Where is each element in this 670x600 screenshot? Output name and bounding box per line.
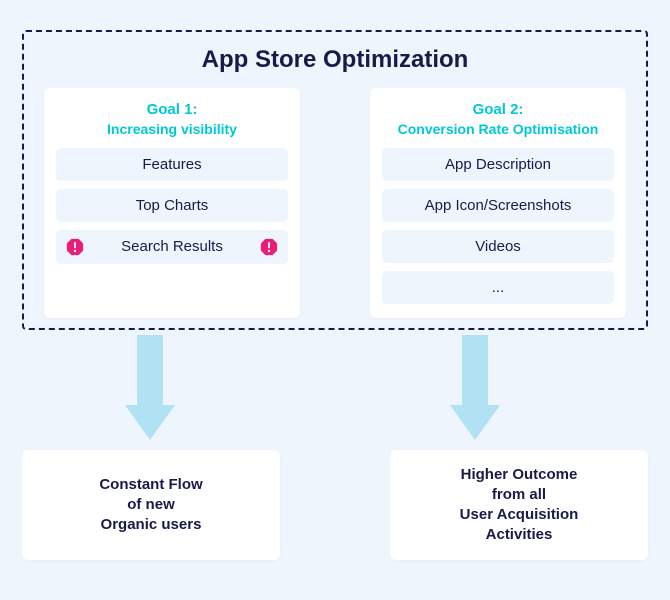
list-item: Features <box>56 148 288 181</box>
main-title: App Store Optimization <box>44 46 626 74</box>
outcome-card-2: Higher Outcome from all User Acquisition… <box>390 450 648 560</box>
item-text: Videos <box>392 238 604 255</box>
outcomes-row: Constant Flow of new Organic users Highe… <box>22 450 648 560</box>
goal-card-2: Goal 2: Conversion Rate Optimisation App… <box>370 88 626 318</box>
item-text: App Description <box>392 156 604 173</box>
item-text: Features <box>66 156 278 173</box>
arrow-down-2 <box>450 335 500 440</box>
goal1-items: Features Top Charts Search Results <box>56 148 288 264</box>
item-text: Search Results <box>90 238 254 255</box>
arrow-down-1 <box>125 335 175 440</box>
list-item: App Icon/Screenshots <box>382 189 614 222</box>
item-text: ... <box>392 279 604 296</box>
goals-row: Goal 1: Increasing visibility Features To… <box>44 88 626 318</box>
goal2-items: App Description App Icon/Screenshots Video… <box>382 148 614 304</box>
item-text: Top Charts <box>66 197 278 214</box>
outcome1-text: Constant Flow of new Organic users <box>99 475 202 536</box>
list-item: Search Results <box>56 230 288 264</box>
goal1-label: Goal 1: <box>56 100 288 120</box>
alert-icon <box>260 238 278 256</box>
goal2-label: Goal 2: <box>382 100 614 120</box>
list-item: App Description <box>382 148 614 181</box>
goal2-header: Goal 2: Conversion Rate Optimisation <box>382 100 614 138</box>
item-text: App Icon/Screenshots <box>392 197 604 214</box>
list-item: Videos <box>382 230 614 263</box>
goal2-subtitle: Conversion Rate Optimisation <box>382 120 614 138</box>
goal-card-1: Goal 1: Increasing visibility Features To… <box>44 88 300 318</box>
alert-icon <box>66 238 84 256</box>
aso-dashed-panel: App Store Optimization Goal 1: Increasin… <box>22 30 648 330</box>
goal1-subtitle: Increasing visibility <box>56 120 288 138</box>
outcome-card-1: Constant Flow of new Organic users <box>22 450 280 560</box>
goal1-header: Goal 1: Increasing visibility <box>56 100 288 138</box>
outcome2-text: Higher Outcome from all User Acquisition… <box>460 465 579 546</box>
list-item: Top Charts <box>56 189 288 222</box>
list-item: ... <box>382 271 614 304</box>
